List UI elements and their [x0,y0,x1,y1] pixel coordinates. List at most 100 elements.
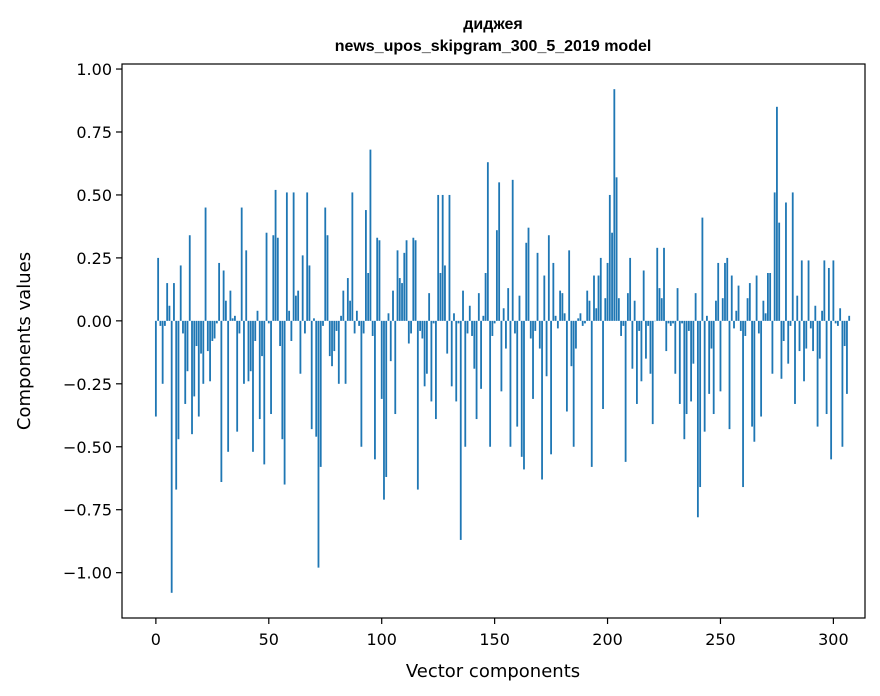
bar-299 [830,320,833,460]
bar-162 [520,320,523,457]
bar-203 [613,89,616,321]
bar-99 [378,240,381,321]
bar-240 [696,320,699,518]
bar-300 [832,260,835,321]
bar-179 [559,290,562,321]
bar-74 [322,320,324,326]
bar-156 [507,288,510,321]
bar-245 [708,320,711,394]
bar-49 [265,232,268,321]
bar-225 [663,247,665,321]
bar-3 [161,320,164,384]
bar-133 [455,320,458,402]
bar-52 [272,235,275,321]
bar-80 [335,320,338,331]
bar-282 [791,192,794,321]
bar-94 [367,273,370,321]
bar-306 [846,320,848,394]
bar-292 [814,305,817,321]
bar-76 [326,235,329,321]
bar-270 [764,313,767,321]
bar-272 [769,273,772,321]
bar-215 [640,320,643,382]
bar-146 [484,273,487,321]
bar-164 [525,242,528,321]
bar-255 [730,275,733,321]
bar-223 [658,288,661,321]
bar-73 [319,320,322,467]
bar-18 [195,320,198,347]
bar-265 [753,320,756,442]
bar-199 [604,298,607,321]
bar-23 [206,320,209,352]
bar-173 [545,320,548,377]
y-tick-label: 0.75 [76,123,112,142]
bar-5 [166,283,169,321]
plot-frame [121,63,866,619]
bar-135 [459,320,462,540]
bar-206 [620,320,622,336]
bar-267 [757,320,760,334]
bar-9 [175,320,178,490]
y-tick-label: 0.00 [76,312,112,331]
bar-204 [615,177,618,321]
bar-303 [839,308,842,321]
bar-56 [281,320,284,440]
bar-195 [595,308,598,321]
bar-187 [577,318,580,321]
bar-19 [197,320,200,417]
bar-171 [541,320,543,480]
bar-89 [355,310,358,321]
bar-106 [394,320,397,415]
bar-196 [597,275,600,321]
bar-226 [665,320,668,352]
bar-254 [728,320,731,430]
bar-98 [376,237,379,321]
bar-82 [340,315,342,321]
y-tick-label: −0.50 [63,438,112,457]
bar-242 [701,217,704,321]
bar-273 [771,320,774,374]
bar-132 [453,313,455,321]
bar-86 [349,300,351,321]
bar-110 [403,252,406,321]
bar-276 [778,222,781,321]
bar-305 [843,320,846,347]
bar-121 [428,293,431,321]
bar-238 [692,320,695,364]
bar-87 [351,192,354,321]
bar-168 [534,320,537,331]
bar-295 [821,310,823,321]
bar-213 [636,320,638,404]
bar-26 [213,320,216,339]
bar-90 [358,320,361,326]
bar-31 [224,300,227,321]
bar-243 [703,320,706,432]
bar-84 [344,320,347,384]
bar-160 [516,320,519,427]
bar-163 [523,320,525,470]
bar-307 [848,315,851,321]
bar-218 [647,320,650,326]
bar-290 [809,320,812,329]
bar-1 [157,257,160,321]
bar-278 [782,320,785,341]
bar-250 [719,320,722,392]
bar-20 [200,320,202,354]
bar-285 [798,320,801,352]
bar-4 [164,320,166,326]
bar-229 [672,320,674,324]
bar-222 [656,247,659,321]
bar-122 [430,320,433,402]
bar-289 [807,260,810,321]
bar-120 [425,320,428,374]
bar-231 [676,288,679,321]
bar-2 [159,320,162,326]
bar-75 [324,207,327,321]
bar-109 [401,283,403,321]
bar-113 [410,320,412,334]
bar-149 [491,320,494,336]
bar-183 [568,250,571,321]
bar-108 [398,278,401,321]
